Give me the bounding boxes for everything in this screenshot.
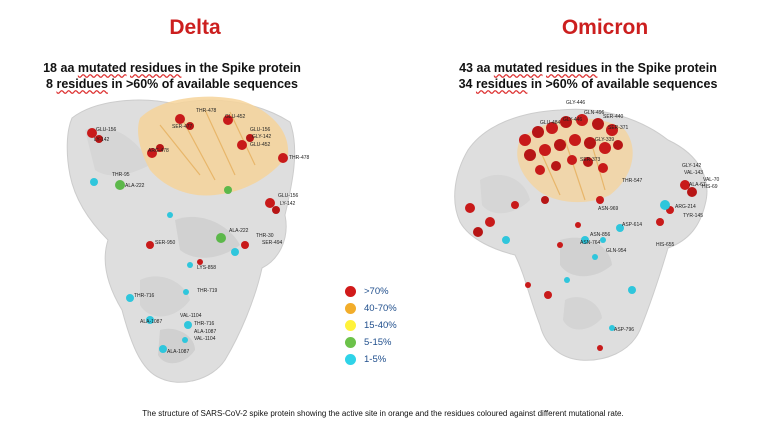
- delta-residue-label: THR-95: [112, 172, 130, 178]
- delta-residue-label: GLU-452: [225, 114, 246, 120]
- legend-label: 5-15%: [364, 336, 392, 348]
- delta-residue-label: SER-950: [155, 240, 176, 246]
- omicron-residue-label: GLY-446: [566, 100, 586, 106]
- omicron-residue-label: HIS-69: [702, 184, 718, 190]
- omicron-subtitle: 43 aa mutated residues in the Spike prot…: [438, 60, 738, 92]
- delta-subtitle: 18 aa mutated residues in the Spike prot…: [22, 60, 322, 92]
- omicron-title: Omicron: [561, 16, 649, 39]
- legend-swatch: [345, 285, 356, 297]
- delta-residue-label: THR-716: [134, 293, 155, 299]
- delta-residue-label: LY-142: [94, 137, 110, 143]
- omicron-residue-label: ALA-67: [689, 182, 706, 188]
- delta-residue-label: THR-30: [256, 233, 274, 239]
- omicron-protein-surface: [454, 108, 708, 361]
- omicron-residue-label: ASN-856: [590, 232, 611, 238]
- omicron-residue-label: ASP-796: [614, 327, 635, 333]
- delta-title: Delta: [169, 16, 221, 39]
- omicron-residue-label: ARG-214: [675, 204, 696, 210]
- legend-swatch: [345, 319, 356, 331]
- delta-residue-label: THR-478: [289, 155, 310, 161]
- mutation-rate-legend: >70% 40-70% 15-40% 5-15% 1-5%: [345, 283, 435, 371]
- omicron-residue-label: GLN-954: [606, 248, 627, 254]
- legend-label: >70%: [364, 285, 389, 297]
- delta-subtitle-line2: 8 residues in >60% of available sequence…: [46, 77, 298, 91]
- omicron-residue-label: GLU-484: [540, 120, 561, 126]
- delta-residue-label: GLU-156: [278, 193, 299, 199]
- delta-residue-label: ALA-222: [229, 228, 249, 234]
- delta-residue-label: GLU-156: [250, 127, 271, 133]
- omicron-residue-label: GLY-142: [682, 163, 702, 169]
- delta-residue-label: THR-478: [196, 108, 217, 114]
- legend-label: 40-70%: [364, 302, 397, 314]
- omicron-residue-label: THR-547: [622, 178, 643, 184]
- legend-item: >70%: [345, 283, 389, 299]
- delta-residue-label: ALA-1087: [167, 349, 190, 355]
- delta-residue-label: GLU-452: [250, 142, 271, 148]
- legend-label: 1-5%: [364, 353, 387, 365]
- delta-residue-label: GLU-156: [96, 127, 117, 133]
- delta-residue-label: LYS-858: [197, 265, 217, 271]
- omicron-residue-label: ASN-969: [598, 206, 619, 212]
- delta-residue-label: ARG-478: [148, 148, 169, 154]
- omicron-subtitle-line1: 43 aa mutated residues in the Spike prot…: [459, 61, 717, 75]
- delta-residue-label: SER-494: [262, 240, 283, 246]
- legend-item: 1-5%: [345, 351, 386, 367]
- delta-residue-label: SER-477: [172, 124, 193, 130]
- omicron-residue-label: HIS-655: [656, 242, 675, 248]
- omicron-residue-label: GLN-496: [584, 110, 605, 116]
- delta-residue-label: ALA-1087: [140, 319, 163, 325]
- omicron-residue-label: SER-371: [608, 125, 629, 131]
- delta-residue-label: THR-719: [197, 288, 218, 294]
- delta-residue-label: VAL-1104: [180, 313, 202, 319]
- delta-residue-label: ALA-1087: [194, 329, 217, 335]
- delta-residue-label: VAL-1104: [194, 336, 216, 342]
- omicron-residue-label: TYR-145: [683, 213, 704, 219]
- omicron-residue-label: ASP-614: [622, 222, 643, 228]
- legend-item: 5-15%: [345, 334, 391, 350]
- legend-swatch: [345, 353, 356, 365]
- delta-residue-markers: [87, 114, 288, 353]
- omicron-residue-label: VAL-70: [703, 177, 720, 183]
- legend-swatch: [345, 302, 356, 314]
- delta-active-site: [138, 96, 289, 196]
- omicron-residue-label: ASN-764: [580, 240, 601, 246]
- omicron-residue-label: SER-440: [603, 114, 624, 120]
- omicron-residue-label: GLY-446: [563, 117, 583, 123]
- omicron-residue-label: SER-373: [580, 157, 601, 163]
- delta-residue-label: LY-142: [280, 201, 296, 207]
- legend-item: 40-70%: [345, 300, 397, 316]
- delta-residue-label: ALA-222: [125, 183, 145, 189]
- legend-swatch: [345, 336, 356, 348]
- delta-residue-label: GLY-142: [252, 134, 272, 140]
- legend-label: 15-40%: [364, 319, 397, 331]
- omicron-residue-markers: [465, 114, 697, 351]
- omicron-subtitle-line2: 34 residues in >60% of available sequenc…: [458, 77, 718, 91]
- legend-item: 15-40%: [345, 317, 397, 333]
- omicron-residue-label: VAL-143: [684, 170, 704, 176]
- omicron-residue-label: GLY-339: [595, 137, 615, 143]
- delta-subtitle-line1: 18 aa mutated residues in the Spike prot…: [43, 61, 301, 75]
- delta-residue-label: THR-716: [194, 321, 215, 327]
- figure-caption: The structure of SARS-CoV-2 spike protei…: [142, 409, 624, 418]
